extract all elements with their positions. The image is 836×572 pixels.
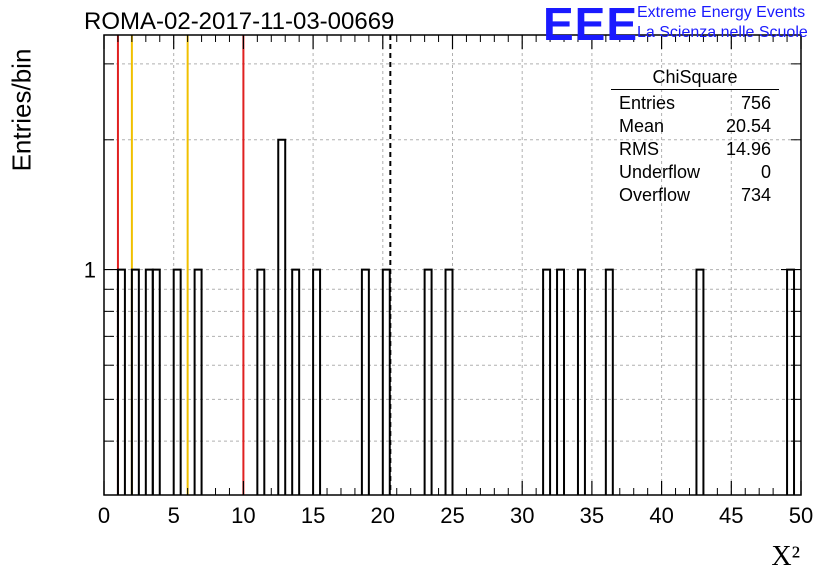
stats-row-overflow: Overflow 734 <box>611 184 779 207</box>
eee-logo: EEE <box>543 0 639 50</box>
x-tick-label: 40 <box>649 503 673 528</box>
histogram-bin <box>172 268 182 495</box>
x-tick-label: 5 <box>168 503 180 528</box>
stats-row-entries: Entries 756 <box>611 92 779 115</box>
stats-value: 0 <box>760 162 771 182</box>
stats-label: Overflow <box>619 185 691 205</box>
histogram-bin <box>277 138 287 495</box>
stats-value: 14.96 <box>725 139 771 159</box>
stats-value: 756 <box>740 93 771 113</box>
histogram-bin <box>786 268 796 495</box>
stats-value: 734 <box>740 185 771 205</box>
stats-row-rms: RMS 14.96 <box>611 138 779 161</box>
histogram-bin <box>151 268 161 495</box>
x-tick-label: 15 <box>301 503 325 528</box>
histogram-bin <box>542 268 552 495</box>
stats-title: ChiSquare <box>611 66 779 90</box>
x-tick-label: 30 <box>510 503 534 528</box>
histogram-bin <box>423 268 433 495</box>
x-tick-label: 0 <box>98 503 110 528</box>
histogram-bin <box>116 268 126 495</box>
histogram-bin <box>444 268 454 495</box>
x-tick-label: 50 <box>789 503 813 528</box>
logo-line-1: Extreme Energy Events <box>637 4 806 21</box>
stats-box: ChiSquare Entries 756 Mean 20.54 RMS 14.… <box>611 66 779 207</box>
y-axis-label: Entries/bin <box>6 48 37 172</box>
stats-label: Mean <box>619 116 665 136</box>
x-tick-label: 25 <box>440 503 464 528</box>
histogram-bin <box>144 268 154 495</box>
histogram-bin <box>256 268 266 495</box>
run-title: ROMA-02-2017-11-03-00669 <box>84 8 395 35</box>
x-tick-label: 35 <box>580 503 604 528</box>
histogram-bin <box>193 268 203 495</box>
x-tick-label: 45 <box>719 503 743 528</box>
logo-line-2: La Scienza nelle Scuole <box>637 24 808 41</box>
x-tick-label: 20 <box>371 503 395 528</box>
histogram-bin <box>291 268 301 495</box>
histogram-bin <box>130 268 140 495</box>
histogram-bin <box>604 268 614 495</box>
histogram-bin <box>312 268 322 495</box>
stats-value: 20.54 <box>725 116 771 136</box>
stats-label: Entries <box>619 93 676 113</box>
stats-row-underflow: Underflow 0 <box>611 161 779 184</box>
x-axis-label: X² <box>771 541 800 572</box>
x-tick-label: 10 <box>231 503 255 528</box>
histogram-bin <box>360 268 370 495</box>
histogram-bin <box>381 268 391 495</box>
y-tick-label: 1 <box>84 258 96 283</box>
stats-row-mean: Mean 20.54 <box>611 115 779 138</box>
stats-label: Underflow <box>619 162 701 182</box>
stats-label: RMS <box>619 139 659 159</box>
histogram-bin <box>556 268 566 495</box>
histogram-bin <box>695 268 705 495</box>
histogram-bin <box>576 268 586 495</box>
